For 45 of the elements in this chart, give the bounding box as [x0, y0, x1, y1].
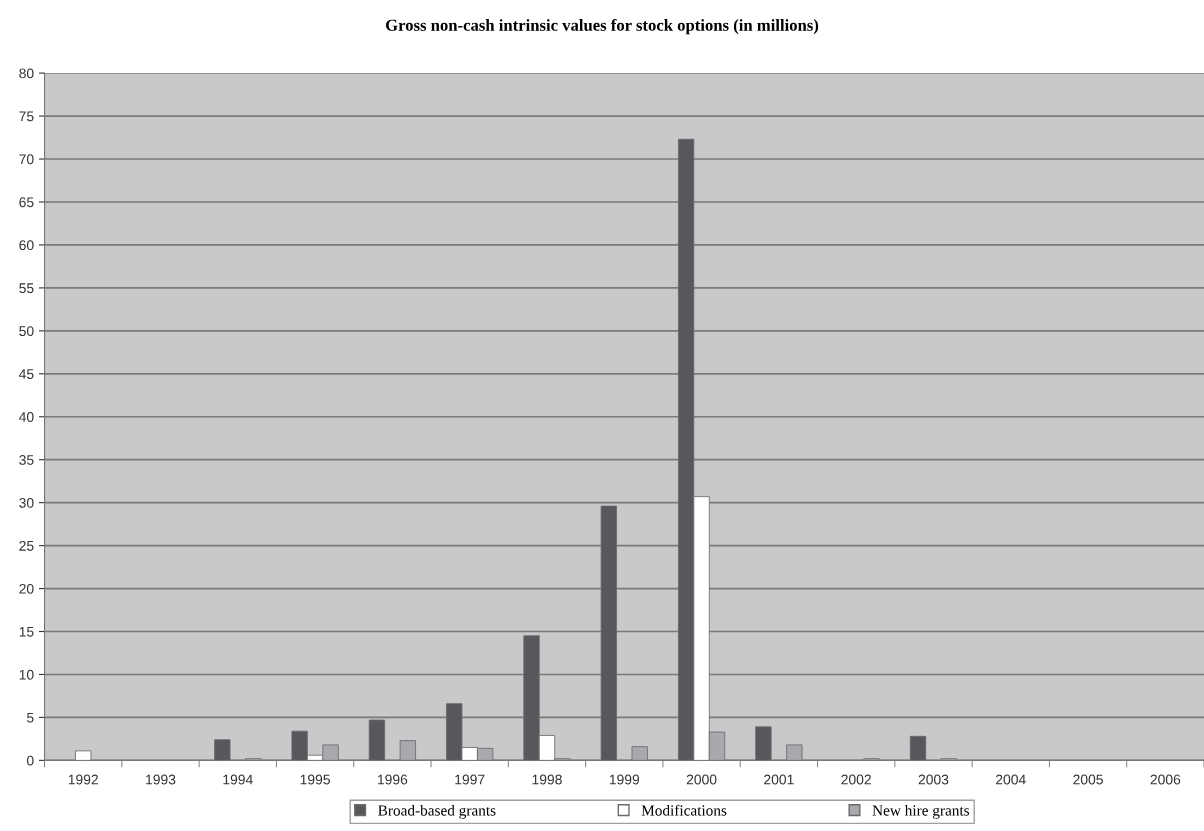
legend-label: New hire grants [872, 804, 970, 819]
chart-title: Gross non-cash intrinsic values for stock options (in millions) [385, 18, 819, 35]
y-tick-label: 5 [26, 712, 34, 723]
x-tick-label: 1997 [455, 774, 485, 785]
y-tick-label: 10 [19, 669, 34, 680]
x-tick-label: 2002 [841, 774, 871, 785]
bar [755, 726, 772, 761]
x-tick-label: 1994 [223, 774, 253, 785]
x-tick-label: 2000 [686, 774, 717, 785]
x-tick-label: 2004 [996, 774, 1026, 785]
legend-label: Broad-based grants [378, 804, 496, 819]
x-tick-label: 2003 [918, 774, 949, 785]
y-tick-label: 65 [19, 197, 34, 208]
x-tick-label: 1999 [609, 774, 640, 785]
y-tick-label: 55 [19, 283, 34, 294]
y-tick-label: 60 [19, 240, 34, 251]
y-tick-label: 40 [19, 412, 34, 422]
x-tick-label: 1992 [68, 774, 98, 785]
x-tick-label: 2001 [764, 774, 794, 785]
y-tick-label: 75 [19, 111, 34, 122]
x-tick-label: 1995 [300, 774, 330, 785]
y-tick-label: 45 [19, 369, 34, 379]
bar [631, 746, 648, 761]
legend-label: Modifications [641, 804, 727, 816]
bar [909, 735, 927, 761]
x-tick-label: 1998 [532, 774, 562, 785]
bar [75, 750, 92, 761]
y-tick-label: 15 [19, 626, 34, 637]
x-tick-label: 2006 [1150, 774, 1181, 785]
y-tick-label: 25 [19, 540, 34, 551]
bar [214, 739, 231, 761]
y-tick-label: 50 [19, 326, 34, 337]
y-tick-label: 70 [19, 154, 34, 165]
y-tick-label: 0 [26, 755, 34, 766]
y-tick-label: 35 [19, 455, 34, 465]
y-tick-label: 30 [19, 497, 34, 508]
bar [399, 740, 416, 761]
y-tick-label: 80 [19, 68, 34, 79]
x-tick-label: 1996 [378, 774, 408, 785]
y-tick-label: 20 [19, 583, 34, 594]
x-tick-label: 2005 [1073, 774, 1103, 785]
x-tick-label: 1993 [146, 774, 176, 785]
bar [786, 744, 803, 761]
bar [368, 719, 386, 761]
bar [600, 505, 617, 761]
